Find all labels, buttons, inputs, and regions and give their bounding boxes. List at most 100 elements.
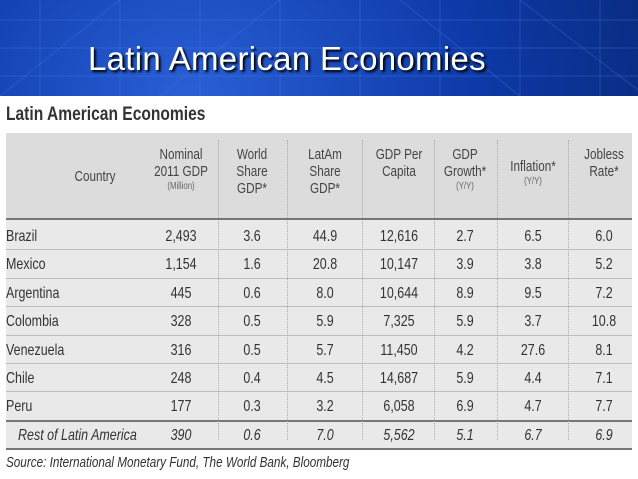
- value-cell: 3.2: [316, 398, 334, 416]
- value-cell: 4.7: [524, 398, 542, 416]
- value-cell: 4.2: [456, 341, 474, 359]
- value-cell: 390: [170, 426, 192, 444]
- value-cell: 11,450: [380, 341, 418, 359]
- column-header: GDP Per Capita: [369, 146, 430, 180]
- table-row: Brazil 2,493 3.6 44.9 12,616 2.7 6.5 6.0: [6, 222, 632, 250]
- table-row: Venezuela 316 0.5 5.7 11,450 4.2 27.6 8.1: [6, 336, 632, 364]
- value-cell: 7.2: [595, 284, 613, 302]
- value-cell: 177: [170, 398, 192, 416]
- column-header-line: LatAm: [308, 146, 342, 163]
- column-header-line: Share GDP*: [309, 163, 341, 197]
- country-cell: Colombia: [6, 313, 59, 331]
- value-cell: 5.9: [456, 370, 474, 387]
- column-header-line: Inflation*: [510, 158, 556, 175]
- country-cell: Rest of Latin America: [18, 426, 137, 444]
- value-cell: 0.5: [243, 341, 261, 359]
- value-cell: 5,562: [383, 426, 415, 444]
- table-row: Peru 177 0.3 3.2 6,058 6.9 4.7 7.7: [6, 392, 632, 420]
- value-cell: 1,154: [165, 256, 197, 274]
- value-cell: 10,147: [379, 256, 419, 274]
- column-header-line: GDP*: [237, 180, 267, 197]
- country-cell: Mexico: [6, 256, 46, 274]
- column-header-unit: (Y/Y): [456, 181, 474, 192]
- row-divider: [6, 334, 632, 336]
- value-cell: 6.9: [456, 398, 474, 416]
- row-divider: [6, 419, 632, 422]
- value-cell: 3.8: [524, 256, 542, 274]
- value-cell: 0.3: [243, 398, 261, 416]
- column-header: Nominal 2011 GDP (Million): [151, 146, 212, 193]
- value-cell: 9.5: [524, 284, 542, 302]
- value-cell: 3.7: [524, 313, 542, 331]
- value-cell: 6.9: [595, 426, 613, 444]
- column-header-line: GDP: [452, 146, 478, 163]
- column-header-line: Nominal: [159, 146, 203, 163]
- value-cell: 248: [170, 370, 192, 387]
- column-header-line: World Share: [236, 146, 268, 180]
- column-header: Inflation* (Y/Y): [507, 158, 558, 188]
- table-title: Latin American Economies: [6, 104, 206, 125]
- row-divider: [6, 277, 632, 279]
- value-cell: 5.9: [456, 313, 474, 331]
- header-divider: [6, 218, 632, 220]
- row-divider: [6, 306, 632, 308]
- value-cell: 5.1: [456, 426, 474, 444]
- table-row: Colombia 328 0.5 5.9 7,325 5.9 3.7 10.8: [6, 307, 632, 335]
- value-cell: 0.5: [243, 313, 261, 331]
- value-cell: 1.6: [243, 256, 261, 274]
- column-header-line: Growth*: [443, 163, 487, 180]
- table-header-background: [6, 133, 632, 218]
- value-cell: 445: [170, 284, 192, 302]
- column-header: World Share GDP*: [222, 146, 283, 197]
- slide-title: Latin American Economies: [88, 40, 486, 77]
- column-separator: [218, 140, 219, 440]
- column-separator: [434, 140, 435, 440]
- value-cell: 12,616: [379, 228, 419, 245]
- table-row: Argentina 445 0.6 8.0 10,644 8.9 9.5 7.2: [6, 279, 632, 307]
- column-header-line: Capita: [382, 163, 416, 180]
- value-cell: 14,687: [379, 370, 419, 387]
- column-header-line: GDP Per: [375, 146, 423, 163]
- column-header-line: 2011 GDP: [154, 163, 208, 180]
- value-cell: 3.6: [243, 228, 261, 245]
- table-row-rest-of-latin-america: Rest of Latin America 390 0.6 7.0 5,562 5.1 6.…: [6, 421, 632, 449]
- table-bottom-divider: [6, 448, 632, 450]
- row-divider: [6, 249, 632, 251]
- value-cell: 316: [170, 341, 192, 359]
- value-cell: 0.4: [243, 370, 261, 387]
- value-cell: 4.4: [524, 370, 542, 387]
- value-cell: 2.7: [456, 228, 474, 245]
- country-cell: Peru: [6, 398, 33, 416]
- value-cell: 7.7: [595, 398, 613, 416]
- value-cell: 7.1: [595, 370, 613, 387]
- value-cell: 6.7: [524, 426, 542, 444]
- table-body-background: [6, 218, 632, 448]
- country-cell: Brazil: [6, 228, 38, 245]
- value-cell: 27.6: [520, 341, 546, 359]
- value-cell: 3.9: [456, 256, 474, 274]
- country-cell: Chile: [6, 370, 35, 387]
- column-header: Jobless Rate*: [578, 146, 629, 180]
- column-header: Country: [37, 168, 154, 185]
- column-separator: [497, 140, 498, 440]
- value-cell: 0.6: [243, 426, 261, 444]
- column-separator: [287, 140, 288, 440]
- value-cell: 8.1: [595, 341, 613, 359]
- value-cell: 5.9: [316, 313, 334, 331]
- value-cell: 2,493: [165, 228, 197, 245]
- column-header: LatAm Share GDP*: [295, 146, 356, 197]
- value-cell: 8.9: [456, 284, 474, 302]
- value-cell: 44.9: [312, 228, 338, 245]
- value-cell: 5.7: [316, 341, 334, 359]
- value-cell: 10,644: [379, 284, 419, 302]
- column-header-line: Country: [74, 168, 116, 185]
- column-header-line: Jobless: [584, 146, 624, 163]
- value-cell: 6.5: [524, 228, 542, 245]
- column-separator: [568, 140, 569, 440]
- value-cell: 4.5: [316, 370, 334, 387]
- column-header-unit: (Y/Y): [524, 176, 542, 187]
- value-cell: 20.8: [312, 256, 338, 274]
- value-cell: 10.8: [591, 313, 617, 331]
- value-cell: 6.0: [595, 228, 613, 245]
- row-divider: [6, 363, 632, 364]
